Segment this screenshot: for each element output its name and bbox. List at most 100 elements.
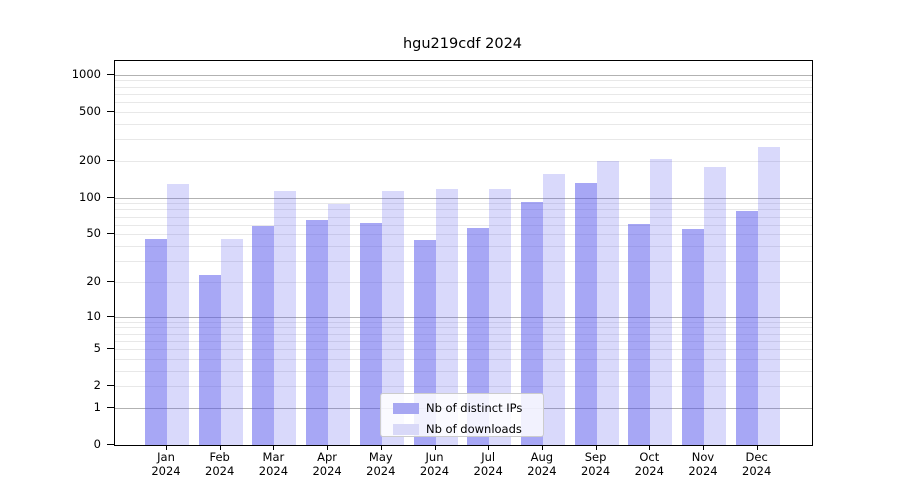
y-tick-label-50: 50 xyxy=(86,226,101,241)
x-tick-may xyxy=(380,445,382,450)
gridline-minor-70 xyxy=(115,216,812,218)
bar-distinct-ips-apr xyxy=(306,220,329,445)
y-tick-label-10: 10 xyxy=(86,308,101,323)
x-tick-label-aug: Aug 2024 xyxy=(527,450,557,478)
x-tick-apr xyxy=(327,445,329,450)
gridline-major-100 xyxy=(115,197,812,199)
x-tick-label-nov: Nov 2024 xyxy=(688,450,718,478)
y-tick-10 xyxy=(107,315,114,317)
bar-downloads-nov xyxy=(704,167,726,445)
x-tick-jan xyxy=(166,445,167,450)
gridline-minor-6 xyxy=(115,340,812,342)
x-tick-label-mar: Mar 2024 xyxy=(258,450,289,478)
x-tick-label-sep: Sep 2024 xyxy=(580,450,611,478)
gridline-minor-300 xyxy=(115,139,812,141)
x-tick-label-jan: Jan 2024 xyxy=(151,450,181,478)
x-tick-jul xyxy=(488,445,490,450)
gridline-minor-60 xyxy=(115,224,812,226)
gridline-minor-80 xyxy=(115,209,812,211)
x-tick-label-feb: Feb 2024 xyxy=(205,450,235,478)
legend-label-ips: Nb of distinct IPs xyxy=(426,401,523,415)
gridline-minor-4 xyxy=(115,358,812,360)
y-tick-label-0: 0 xyxy=(93,437,101,451)
y-tick-label-1: 1 xyxy=(93,399,101,414)
y-tick-2 xyxy=(107,385,114,387)
x-tick-label-may: May 2024 xyxy=(366,450,396,478)
bar-downloads-sep xyxy=(596,161,619,445)
x-tick-label-jul: Jul 2024 xyxy=(473,450,503,478)
y-tick-50 xyxy=(107,233,114,235)
legend-item-distinct-ips: Nb of distinct IPs xyxy=(393,400,543,416)
legend-swatch-downloads xyxy=(393,423,419,435)
bar-downloads-oct xyxy=(650,158,673,445)
y-tick-100 xyxy=(107,196,114,198)
gridline-minor-500 xyxy=(115,111,812,113)
bar-downloads-may xyxy=(381,190,404,445)
bar-distinct-ips-aug xyxy=(520,202,543,445)
bar-downloads-mar xyxy=(274,190,297,445)
gridline-minor-40 xyxy=(115,245,812,247)
x-tick-dec xyxy=(756,445,758,450)
bar-distinct-ips-nov xyxy=(682,229,704,445)
y-tick-label-100: 100 xyxy=(79,189,101,204)
bar-downloads-dec xyxy=(757,146,780,445)
legend-item-downloads: Nb of downloads xyxy=(393,421,543,437)
bar-downloads-apr xyxy=(328,204,351,445)
bar-distinct-ips-sep xyxy=(574,182,597,445)
bar-distinct-ips-jul xyxy=(467,228,490,445)
y-tick-label-2: 2 xyxy=(93,378,101,393)
y-tick-1 xyxy=(107,406,114,408)
x-tick-feb xyxy=(219,445,221,450)
gridline-minor-600 xyxy=(115,102,812,103)
gridline-minor-8 xyxy=(115,327,812,329)
x-tick-label-apr: Apr 2024 xyxy=(312,450,342,478)
x-tick-jun xyxy=(434,445,436,450)
gridline-minor-30 xyxy=(115,260,812,262)
x-tick-mar xyxy=(273,445,275,450)
x-tick-label-oct: Oct 2024 xyxy=(634,450,664,478)
y-tick-5 xyxy=(107,347,114,349)
y-tick-200 xyxy=(107,159,114,161)
y-tick-label-5: 5 xyxy=(93,340,101,355)
gridline-minor-7 xyxy=(115,333,812,335)
gridline-minor-2 xyxy=(115,386,812,388)
bar-downloads-jan xyxy=(167,183,189,445)
chart-title: hgu219cdf 2024 xyxy=(402,36,523,52)
bar-distinct-ips-mar xyxy=(252,226,275,445)
bar-distinct-ips-dec xyxy=(735,211,758,445)
y-tick-label-20: 20 xyxy=(86,273,101,288)
bar-downloads-aug xyxy=(542,173,565,445)
gridline-minor-5 xyxy=(115,348,812,350)
gridline-major-10 xyxy=(115,316,812,318)
y-tick-500 xyxy=(107,110,114,112)
gridline-minor-20 xyxy=(115,281,812,283)
y-tick-label-500: 500 xyxy=(79,103,101,118)
gridline-minor-50 xyxy=(115,234,812,236)
legend-swatch-ips xyxy=(393,402,419,414)
y-tick-1000 xyxy=(107,73,114,75)
x-tick-sep xyxy=(595,445,597,450)
bar-downloads-jul xyxy=(489,188,512,445)
bar-distinct-ips-jan xyxy=(145,238,167,445)
y-tick-label-1000: 1000 xyxy=(71,66,101,81)
gridline-minor-900 xyxy=(115,80,812,82)
x-tick-label-jun: Jun 2024 xyxy=(419,450,450,478)
gridline-major-1000 xyxy=(115,74,812,76)
plot-area: Nb of distinct IPs Nb of downloads xyxy=(114,60,813,446)
y-tick-label-200: 200 xyxy=(79,152,101,167)
x-tick-nov xyxy=(703,445,704,450)
bar-downloads-feb xyxy=(220,238,243,445)
gridline-minor-9 xyxy=(115,321,812,323)
y-tick-0 xyxy=(107,444,114,445)
bar-distinct-ips-may xyxy=(359,222,382,445)
gridline-minor-400 xyxy=(115,123,812,125)
gridline-minor-700 xyxy=(115,93,812,95)
gridline-minor-90 xyxy=(115,203,812,205)
y-tick-20 xyxy=(107,280,114,282)
bar-distinct-ips-feb xyxy=(198,274,221,445)
x-tick-oct xyxy=(649,445,651,450)
gridline-minor-800 xyxy=(115,86,812,88)
gridline-minor-200 xyxy=(115,160,812,162)
legend-label-downloads: Nb of downloads xyxy=(426,422,522,436)
